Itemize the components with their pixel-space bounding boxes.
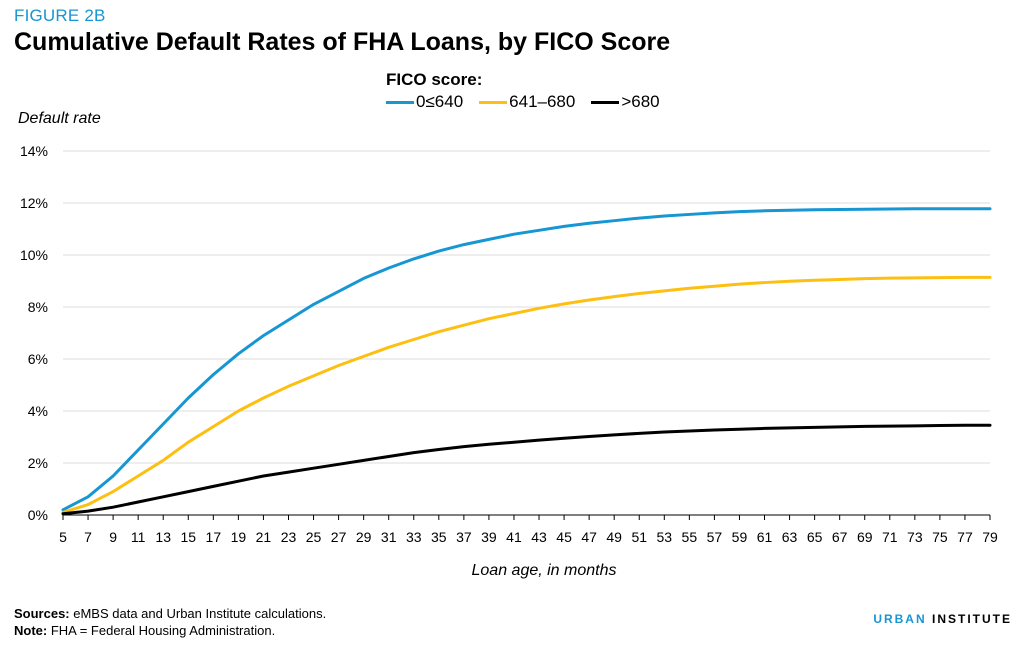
x-tick-label: 31 (381, 529, 397, 545)
x-tick-label: 51 (631, 529, 647, 545)
legend-swatch-low (386, 100, 414, 104)
x-tick-label: 11 (131, 529, 146, 545)
x-tick-label: 25 (306, 529, 322, 545)
x-tick-label: 49 (606, 529, 622, 545)
note-label: Note: (14, 623, 48, 638)
series-lines (61, 207, 992, 516)
y-tick-label: 8% (28, 299, 48, 315)
x-tick-label: 55 (682, 529, 698, 545)
x-tick-label: 35 (431, 529, 447, 545)
x-axis-ticks: 5 7 9 11 13 15 17 19 21 23 25 27 29 31 33 35 37 39 41 43 45 4… (59, 515, 998, 545)
x-tick-label: 29 (356, 529, 372, 545)
y-tick-label: 12% (20, 195, 48, 211)
sources-line: Sources: eMBS data and Urban Institute c… (14, 605, 326, 622)
footer-notes: Sources: eMBS data and Urban Institute c… (14, 605, 326, 639)
x-tick-label: 47 (581, 529, 597, 545)
y-tick-label: 0% (28, 507, 48, 523)
legend-title: FICO score: (386, 70, 483, 89)
x-tick-label: 13 (155, 529, 171, 545)
sources-text: eMBS data and Urban Institute calculatio… (69, 606, 327, 621)
x-tick-label: 69 (857, 529, 873, 545)
series-line-0 (61, 207, 992, 512)
y-axis-label: Default rate (18, 110, 101, 127)
y-axis-ticks: 0% 2% 4% 6% 8% 10% 12% 14% (20, 143, 48, 523)
legend-label-low: 0≤640 (416, 92, 464, 111)
x-axis-label: Loan age, in months (472, 562, 617, 579)
x-tick-label: 39 (481, 529, 497, 545)
x-tick-label: 65 (807, 529, 823, 545)
legend-label-mid: 641–680 (509, 92, 576, 111)
legend-item-mid: 641–680 (479, 92, 575, 112)
x-tick-label: 41 (506, 529, 522, 545)
note-text: FHA = Federal Housing Administration. (47, 623, 276, 638)
x-tick-label: 19 (231, 529, 247, 545)
x-tick-label: 17 (206, 529, 222, 545)
x-tick-label: 5 (59, 529, 67, 545)
x-tick-label: 45 (556, 529, 572, 545)
x-tick-label: 57 (707, 529, 723, 545)
legend-item-low: 0≤640 (386, 92, 463, 112)
chart-title: Cumulative Default Rates of FHA Loans, b… (14, 28, 671, 56)
legend-label-high: >680 (621, 92, 660, 111)
x-tick-label: 33 (406, 529, 422, 545)
y-tick-label: 10% (20, 247, 48, 263)
x-tick-label: 59 (732, 529, 748, 545)
series-line-1 (61, 275, 992, 514)
x-tick-label: 43 (531, 529, 547, 545)
sources-label: Sources: (14, 606, 70, 621)
note-line: Note: FHA = Federal Housing Administrati… (14, 622, 326, 639)
x-tick-label: 61 (757, 529, 773, 545)
x-tick-label: 9 (109, 529, 117, 545)
x-tick-label: 79 (982, 529, 998, 545)
series-line-2 (61, 423, 992, 516)
gridlines (63, 150, 990, 516)
urban-institute-logo: URBAN INSTITUTE (873, 612, 1012, 626)
x-tick-label: 37 (456, 529, 472, 545)
x-tick-label: 23 (281, 529, 297, 545)
legend: 0≤640 641–680 >680 (386, 92, 676, 112)
x-tick-label: 75 (932, 529, 948, 545)
x-tick-label: 7 (84, 529, 92, 545)
brand-part1: URBAN (873, 612, 927, 626)
figure-label: FIGURE 2B (14, 6, 106, 25)
legend-swatch-mid (479, 100, 508, 104)
x-tick-label: 63 (782, 529, 798, 545)
x-tick-label: 53 (657, 529, 673, 545)
legend-swatch-high (591, 100, 620, 104)
y-tick-label: 6% (28, 351, 48, 367)
x-tick-label: 71 (882, 529, 898, 545)
x-tick-label: 21 (256, 529, 272, 545)
legend-item-high: >680 (591, 92, 660, 112)
y-tick-label: 14% (20, 143, 48, 159)
x-tick-label: 67 (832, 529, 848, 545)
x-tick-label: 27 (331, 529, 347, 545)
y-tick-label: 4% (28, 403, 48, 419)
x-tick-label: 15 (180, 529, 196, 545)
brand-part2: INSTITUTE (932, 612, 1012, 626)
y-tick-label: 2% (28, 455, 48, 471)
x-tick-label: 77 (957, 529, 973, 545)
x-tick-label: 73 (907, 529, 923, 545)
